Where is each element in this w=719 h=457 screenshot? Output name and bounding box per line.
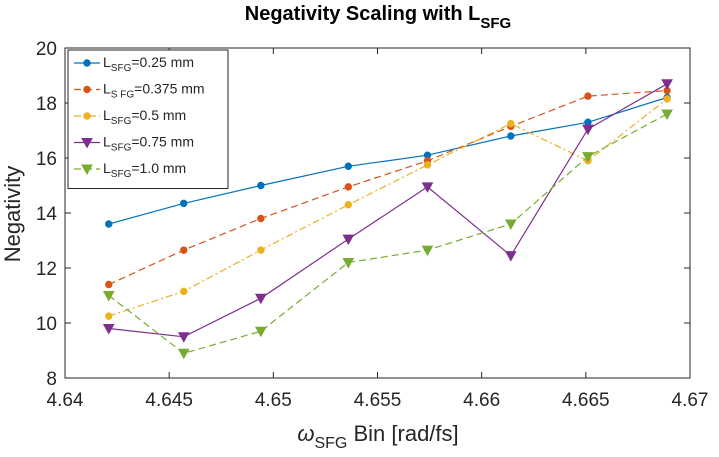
data-point	[344, 183, 353, 191]
data-point	[342, 234, 355, 246]
y-axis-label: Negativity	[0, 166, 25, 263]
series-4	[102, 79, 673, 343]
data-point	[582, 124, 594, 136]
legend-label-post: =0.5 mm	[131, 107, 186, 123]
legend-label-pre: L	[103, 81, 111, 97]
legend-label-pre: L	[103, 160, 111, 176]
legend-label: LS FG=0.375 mm	[103, 81, 205, 101]
y-axis-ticks: 8 10 12 14 16 18 20	[36, 39, 690, 390]
chart-title-subscript: SFG	[480, 15, 511, 32]
legend-entry-3: LSFG=0.5 mm	[74, 107, 186, 127]
x-axis-label-subscript: SFG	[314, 435, 347, 452]
data-point	[663, 95, 671, 103]
data-point	[507, 119, 515, 128]
data-point	[257, 214, 265, 223]
series-line	[108, 83, 668, 338]
data-point	[257, 181, 265, 190]
legend-label: LSFG=1.0 mm	[103, 160, 186, 180]
legend-marker	[83, 59, 91, 67]
legend-marker	[83, 112, 91, 120]
legend-marker	[81, 164, 93, 176]
legend-box	[67, 49, 229, 189]
legend-label: LSFG=0.5 mm	[103, 107, 186, 127]
data-point	[177, 332, 190, 343]
data-point	[582, 152, 594, 163]
x-tick-label: 4.645	[145, 390, 193, 411]
data-point	[342, 258, 355, 269]
x-tick-label: 4.66	[463, 390, 500, 411]
chart-title: Negativity Scaling with LSFG	[245, 3, 511, 32]
data-point	[180, 287, 188, 296]
legend-label-sub: SFG	[111, 143, 132, 154]
series-line	[108, 90, 668, 286]
y-tick-label: 12	[36, 259, 57, 280]
x-axis-ticks: 4.64 4.645 4.65 4.655 4.66 4.665 4.67	[47, 48, 709, 411]
legend-label-pre: L	[103, 134, 111, 150]
data-point	[421, 182, 434, 193]
legend-label-pre: L	[103, 107, 111, 123]
legend-label-post: =0.375 mm	[134, 81, 204, 97]
chart-title-main: Negativity Scaling with L	[245, 3, 481, 25]
x-tick-label: 4.665	[562, 390, 610, 411]
data-point	[423, 161, 432, 169]
y-tick-label: 18	[36, 94, 57, 115]
data-point	[661, 109, 673, 121]
legend-label-sub: SFG	[111, 116, 132, 127]
x-axis-label: ωSFG Bin [rad/fs]	[297, 421, 458, 452]
data-point	[105, 280, 113, 289]
legend-label-sub: S FG	[111, 90, 135, 101]
data-point	[507, 132, 515, 140]
series-layer	[102, 79, 673, 360]
data-point	[504, 251, 517, 262]
data-point	[421, 245, 434, 257]
legend-label: LSFG=0.75 mm	[103, 134, 194, 154]
series-5	[102, 109, 673, 360]
data-point	[584, 92, 592, 100]
data-point	[344, 201, 353, 209]
data-point	[504, 219, 517, 231]
legend-marker	[81, 138, 93, 149]
legend-label-pre: L	[103, 54, 111, 70]
y-tick-label: 8	[46, 369, 57, 390]
x-tick-label: 4.67	[672, 390, 709, 411]
legend-label-sub: SFG	[111, 63, 132, 74]
series-line	[108, 98, 668, 317]
legend-entry-5: LSFG=1.0 mm	[74, 160, 186, 180]
x-axis-label-symbol: ω	[297, 421, 314, 446]
y-tick-label: 10	[36, 314, 57, 335]
data-point	[180, 246, 188, 254]
data-point	[105, 312, 113, 320]
data-point	[661, 79, 673, 90]
data-point	[584, 118, 592, 126]
x-tick-label: 4.64	[47, 390, 84, 411]
data-point	[344, 162, 353, 170]
legend-label-sub: SFG	[111, 169, 132, 180]
data-point	[177, 348, 190, 360]
data-point	[105, 220, 113, 228]
data-point	[102, 324, 115, 335]
legend-label: LSFG=0.25 mm	[103, 54, 194, 74]
data-point	[257, 246, 265, 254]
data-point	[254, 326, 267, 338]
legend-marker	[83, 85, 91, 94]
legend-entry-1: LSFG=0.25 mm	[74, 54, 194, 74]
legend-entry-4: LSFG=0.75 mm	[74, 134, 194, 154]
legend-label-post: =0.25 mm	[131, 54, 194, 70]
series-line	[108, 96, 668, 225]
legend-label-post: =0.75 mm	[131, 134, 194, 150]
x-axis-label-rest: Bin [rad/fs]	[347, 421, 458, 446]
data-point	[254, 293, 267, 305]
legend-label-post: =1.0 mm	[131, 160, 186, 176]
x-tick-label: 4.655	[354, 390, 402, 411]
x-tick-label: 4.65	[255, 390, 292, 411]
data-point	[102, 291, 115, 302]
y-tick-label: 20	[36, 39, 57, 60]
y-tick-label: 16	[36, 149, 57, 170]
legend-entry-2: LS FG=0.375 mm	[74, 81, 205, 101]
data-point	[180, 199, 188, 208]
y-tick-label: 14	[36, 204, 58, 225]
